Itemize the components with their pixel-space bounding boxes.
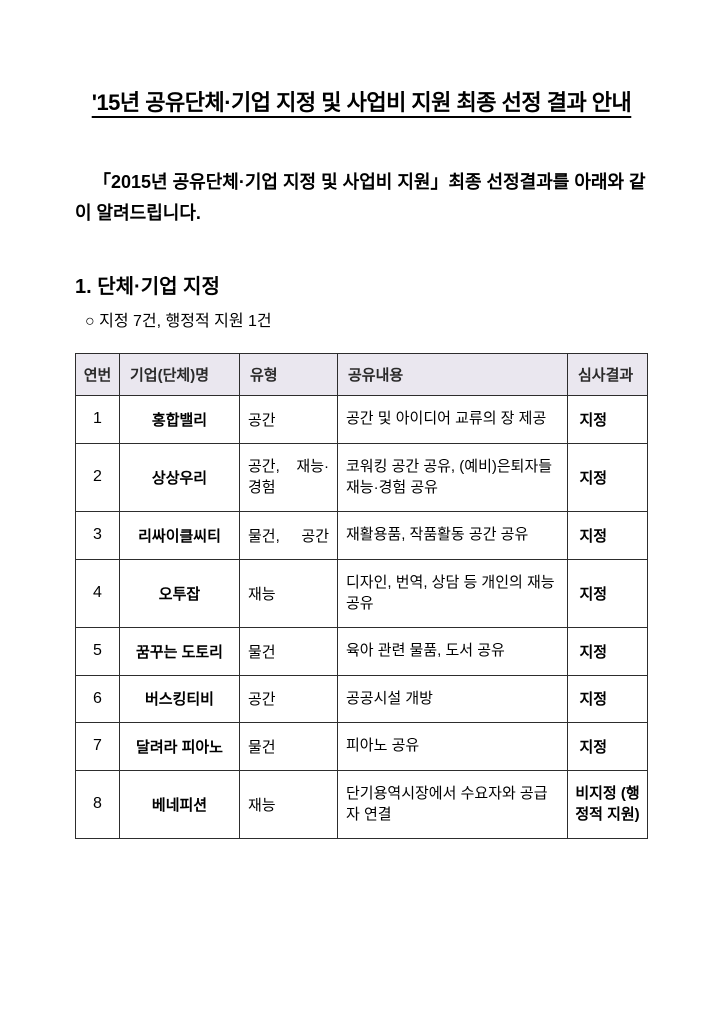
table-row: 4 오투잡 재능 디자인, 번역, 상담 등 개인의 재능 공유 지정 (76, 559, 648, 628)
cell-name: 상상우리 (120, 443, 240, 512)
table-row: 2 상상우리 공간, 재능·경험 코워킹 공간 공유, (예비)은퇴자들 재능·… (76, 443, 648, 512)
cell-result: 지정 (568, 675, 648, 723)
table-row: 1 홍합밸리 공간 공간 및 아이디어 교류의 장 제공 지정 (76, 396, 648, 444)
intro-text: 「2015년 공유단체·기업 지정 및 사업비 지원」최종 선정결과를 아래와 … (75, 167, 648, 228)
cell-name: 꿈꾸는 도토리 (120, 628, 240, 676)
cell-content: 단기용역시장에서 수요자와 공급자 연결 (338, 770, 568, 839)
cell-content: 육아 관련 물품, 도서 공유 (338, 628, 568, 676)
cell-type: 물건, 공간 (240, 512, 338, 560)
cell-num: 7 (76, 723, 120, 771)
cell-num: 5 (76, 628, 120, 676)
cell-content: 공공시설 개방 (338, 675, 568, 723)
section-heading: 1. 단체·기업 지정 (75, 270, 648, 299)
col-header-content: 공유내용 (338, 354, 568, 396)
cell-type: 공간 (240, 675, 338, 723)
table-row: 3 리싸이클씨티 물건, 공간 재활용품, 작품활동 공간 공유 지정 (76, 512, 648, 560)
table-header-row: 연번 기업(단체)명 유형 공유내용 심사결과 (76, 354, 648, 396)
cell-result: 비지정 (행정적 지원) (568, 770, 648, 839)
section-sub-note: ○ 지정 7건, 행정적 지원 1건 (85, 307, 648, 331)
cell-num: 3 (76, 512, 120, 560)
cell-name: 버스킹티비 (120, 675, 240, 723)
table-row: 8 베네피션 재능 단기용역시장에서 수요자와 공급자 연결 비지정 (행정적 … (76, 770, 648, 839)
cell-content: 공간 및 아이디어 교류의 장 제공 (338, 396, 568, 444)
cell-type: 재능 (240, 770, 338, 839)
cell-content: 디자인, 번역, 상담 등 개인의 재능 공유 (338, 559, 568, 628)
cell-num: 8 (76, 770, 120, 839)
cell-result: 지정 (568, 512, 648, 560)
col-header-type: 유형 (240, 354, 338, 396)
cell-num: 6 (76, 675, 120, 723)
cell-type: 물건 (240, 628, 338, 676)
cell-type: 물건 (240, 723, 338, 771)
cell-name: 베네피션 (120, 770, 240, 839)
cell-content: 피아노 공유 (338, 723, 568, 771)
cell-content: 코워킹 공간 공유, (예비)은퇴자들 재능·경험 공유 (338, 443, 568, 512)
cell-name: 오투잡 (120, 559, 240, 628)
cell-result: 지정 (568, 396, 648, 444)
cell-name: 달려라 피아노 (120, 723, 240, 771)
designation-table: 연번 기업(단체)명 유형 공유내용 심사결과 1 홍합밸리 공간 공간 및 아… (75, 353, 648, 839)
cell-type: 재능 (240, 559, 338, 628)
cell-result: 지정 (568, 723, 648, 771)
cell-type: 공간, 재능·경험 (240, 443, 338, 512)
col-header-num: 연번 (76, 354, 120, 396)
cell-type: 공간 (240, 396, 338, 444)
cell-content: 재활용품, 작품활동 공간 공유 (338, 512, 568, 560)
page-title: '15년 공유단체·기업 지정 및 사업비 지원 최종 선정 결과 안내 (75, 85, 648, 117)
cell-num: 4 (76, 559, 120, 628)
col-header-name: 기업(단체)명 (120, 354, 240, 396)
cell-num: 1 (76, 396, 120, 444)
cell-result: 지정 (568, 628, 648, 676)
cell-result: 지정 (568, 559, 648, 628)
cell-result: 지정 (568, 443, 648, 512)
col-header-result: 심사결과 (568, 354, 648, 396)
table-row: 7 달려라 피아노 물건 피아노 공유 지정 (76, 723, 648, 771)
cell-name: 홍합밸리 (120, 396, 240, 444)
cell-num: 2 (76, 443, 120, 512)
table-row: 5 꿈꾸는 도토리 물건 육아 관련 물품, 도서 공유 지정 (76, 628, 648, 676)
table-row: 6 버스킹티비 공간 공공시설 개방 지정 (76, 675, 648, 723)
cell-name: 리싸이클씨티 (120, 512, 240, 560)
